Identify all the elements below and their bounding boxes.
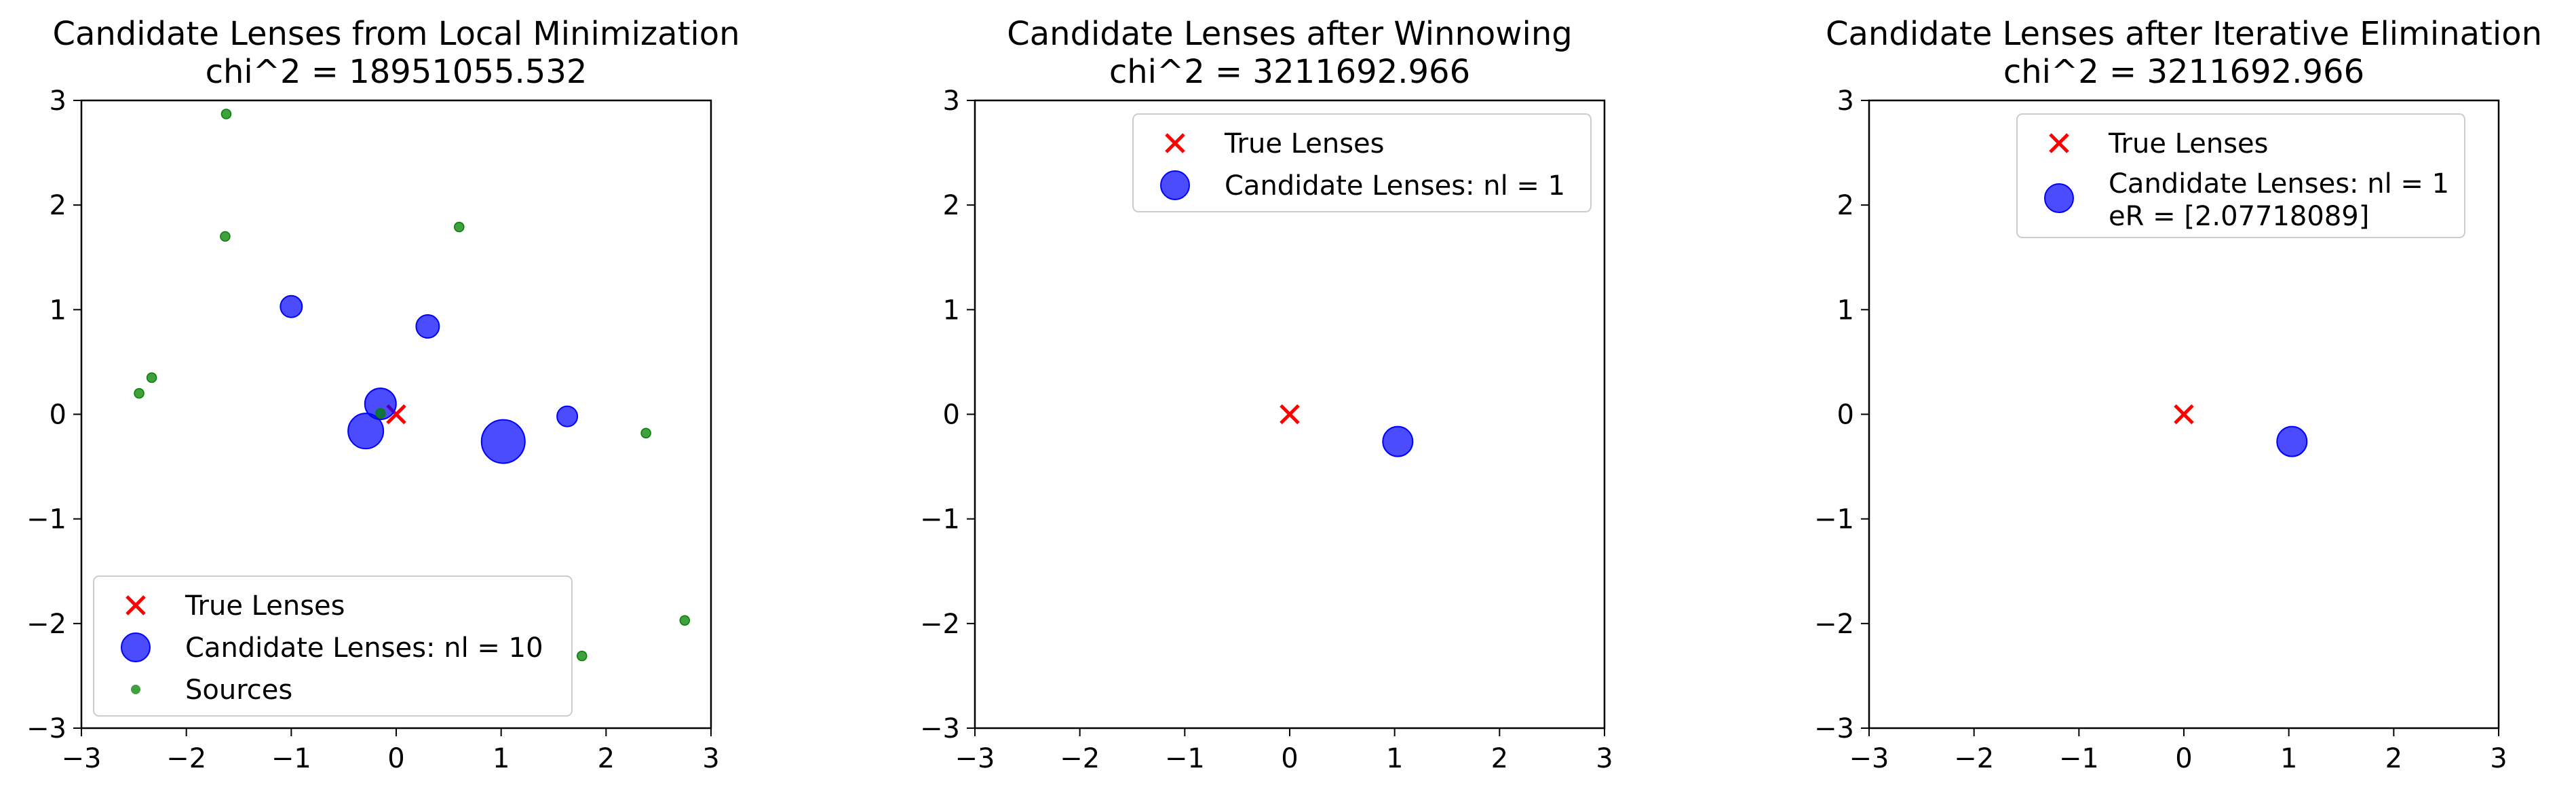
- x-tick-label: 3: [702, 743, 719, 774]
- true-lens-marker-stroke-b: [386, 404, 406, 425]
- source-point: [640, 428, 651, 438]
- chart-subtitle: chi^2 = 18951055.532: [206, 53, 588, 91]
- source-point: [134, 387, 145, 399]
- chart-panel-1: Candidate Lenses from Local Minimization…: [26, 15, 740, 774]
- y-tick-label: 3: [1837, 86, 1854, 117]
- chart-subtitle: chi^2 = 3211692.966: [2003, 53, 2364, 91]
- chart-title: Candidate Lenses after Iterative Elimina…: [1826, 15, 2542, 53]
- x-tick-label: 2: [2385, 743, 2402, 774]
- y-tick-label: −1: [26, 504, 66, 535]
- x-tick-label: 1: [493, 743, 510, 774]
- x-tick-label: 0: [1281, 743, 1298, 774]
- x-tick-label: 0: [2175, 743, 2192, 774]
- candidate-lens-point: [347, 413, 385, 450]
- x-tick-label: −2: [166, 743, 206, 774]
- x-tick-label: −1: [2059, 743, 2099, 774]
- legend-label-line2: eR = [2.07718089]: [2109, 201, 2369, 232]
- source-point: [375, 408, 386, 419]
- y-tick-label: 2: [943, 190, 960, 221]
- y-tick-label: −3: [920, 713, 960, 744]
- y-tick-label: 2: [1837, 190, 1854, 221]
- chart-subtitle: chi^2 = 3211692.966: [1109, 53, 1470, 91]
- y-tick-label: −1: [920, 504, 960, 535]
- source-point: [220, 231, 231, 242]
- y-tick-label: 3: [50, 86, 66, 117]
- y-tick-label: −2: [26, 609, 66, 640]
- candidate-lens-point: [480, 419, 526, 464]
- candidate-lens-point: [364, 387, 397, 421]
- legend-box: [93, 575, 573, 717]
- legend-label: Candidate Lenses: nl = 1: [2109, 168, 2449, 200]
- chart-title: Candidate Lenses after Winnowing: [1007, 15, 1573, 53]
- legend-true-lens-icon: [2049, 133, 2069, 153]
- true-lens-marker: [1280, 404, 1300, 425]
- source-point: [146, 372, 157, 383]
- y-tick-label: 1: [1837, 295, 1854, 326]
- y-tick-label: 2: [50, 190, 66, 221]
- legend-box: [2016, 113, 2465, 238]
- candidate-lens-point: [556, 405, 579, 428]
- source-point: [220, 109, 232, 119]
- legend-true-lens-icon-stroke-b: [2049, 133, 2069, 153]
- legend-true-lens-icon-stroke-b: [1165, 133, 1185, 153]
- legend: True Lenses Candidate Lenses: nl = 1: [1132, 113, 1592, 212]
- x-tick-label: 2: [598, 743, 615, 774]
- y-tick-label: −2: [920, 609, 960, 640]
- legend: True Lenses Candidate Lenses: nl = 10 Sour…: [93, 575, 573, 717]
- y-tick-label: −2: [1814, 609, 1854, 640]
- chart-panel-3: Candidate Lenses after Iterative Elimina…: [1814, 15, 2542, 774]
- x-tick-label: −1: [271, 743, 311, 774]
- chart-title: Candidate Lenses from Local Minimization: [52, 15, 739, 53]
- true-lens-marker-stroke-b: [1280, 404, 1300, 425]
- x-tick-label: −3: [62, 743, 102, 774]
- y-tick-label: 0: [50, 400, 66, 431]
- legend-label: Candidate Lenses: nl = 1: [1225, 170, 1565, 202]
- y-tick-label: 3: [943, 86, 960, 117]
- y-tick-label: −3: [26, 713, 66, 744]
- true-lens-marker: [2174, 404, 2194, 425]
- source-point: [454, 221, 465, 233]
- x-tick-label: 0: [387, 743, 404, 774]
- legend-label: Sources: [185, 675, 292, 706]
- legend: True Lenses Candidate Lenses: nl = 1 eR =…: [2016, 113, 2465, 238]
- legend-true-lens-icon: [1165, 133, 1185, 153]
- x-tick-label: 2: [1491, 743, 1508, 774]
- true-lens-marker-stroke-b: [2174, 404, 2194, 425]
- source-point: [577, 650, 588, 662]
- legend-label: Candidate Lenses: nl = 10: [185, 632, 543, 664]
- y-tick-label: −3: [1814, 713, 1854, 744]
- y-tick-label: 0: [1837, 400, 1854, 431]
- legend-true-lens-icon-stroke-b: [126, 595, 146, 615]
- y-tick-label: 1: [50, 295, 66, 326]
- x-tick-label: 3: [1596, 743, 1613, 774]
- legend-label: True Lenses: [1224, 128, 1385, 159]
- x-tick-label: 1: [1386, 743, 1403, 774]
- x-tick-label: −2: [1060, 743, 1100, 774]
- legend-box: [1132, 113, 1592, 212]
- x-tick-label: 3: [2490, 743, 2507, 774]
- candidate-lens-point: [415, 314, 440, 339]
- legend-label: True Lenses: [2108, 128, 2269, 159]
- x-tick-label: −1: [1165, 743, 1205, 774]
- legend-candidate-lens-icon: [2044, 183, 2074, 213]
- y-tick-label: 1: [943, 295, 960, 326]
- x-tick-label: −2: [1954, 743, 1994, 774]
- legend-source-icon: [131, 685, 140, 694]
- source-point: [679, 615, 691, 626]
- x-tick-label: −3: [955, 743, 995, 774]
- candidate-lens-point: [2276, 425, 2308, 457]
- y-tick-label: −1: [1814, 504, 1854, 535]
- y-tick-label: 0: [943, 400, 960, 431]
- legend-label: True Lenses: [185, 590, 345, 622]
- legend-candidate-lens-icon: [121, 632, 151, 662]
- x-tick-label: 1: [2280, 743, 2297, 774]
- x-tick-label: −3: [1849, 743, 1889, 774]
- legend-true-lens-icon: [126, 595, 146, 615]
- candidate-lens-point: [1382, 425, 1414, 457]
- legend-candidate-lens-icon: [1160, 170, 1190, 200]
- candidate-lens-point: [280, 295, 303, 318]
